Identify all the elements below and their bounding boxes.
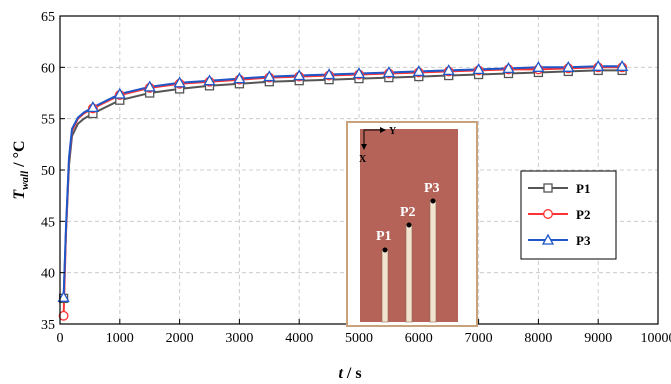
data-point-p3 [592, 59, 605, 71]
x-tick-label: 0 [57, 331, 64, 346]
y-tick-label: 40 [41, 267, 55, 282]
data-point-p3 [616, 59, 629, 71]
y-tick-label: 65 [41, 10, 55, 25]
inset-label-p2: P2 [400, 205, 416, 220]
x-tick-label: 8000 [524, 331, 552, 346]
data-point-p3 [562, 60, 575, 72]
legend-label-p1: P1 [576, 181, 590, 196]
data-point-p3 [113, 87, 126, 99]
data-point-p3 [173, 76, 186, 88]
legend-box [520, 170, 617, 260]
data-point-p3 [352, 67, 366, 79]
data-point-p3 [472, 63, 485, 75]
legend-marker-p2 [543, 209, 553, 219]
inset-slot-p3 [429, 200, 437, 323]
inset-axis-y-label: Y [389, 126, 397, 137]
legend: P1 P2 P3 [520, 170, 617, 260]
x-tick-label: 9000 [584, 331, 612, 346]
legend-label-p2: P2 [576, 207, 590, 222]
x-tick-label: 10000 [641, 331, 671, 346]
y-tick-label: 35 [41, 318, 55, 333]
inset-probe-p1 [382, 247, 388, 253]
inset-probe-p2 [406, 222, 412, 228]
legend-marker-p1 [543, 183, 553, 193]
data-point-p3 [143, 80, 156, 92]
inset-probe-p3 [430, 198, 436, 204]
data-point-p3 [203, 74, 216, 86]
x-tick-label: 5000 [345, 331, 373, 346]
x-tick-label: 1000 [106, 331, 134, 346]
inset-slot-p1 [381, 249, 389, 323]
x-tick-label: 6000 [405, 331, 433, 346]
data-point-p2 [58, 310, 69, 321]
x-tick-label: 2000 [166, 331, 194, 346]
data-point-p3 [322, 68, 336, 80]
data-point-p3 [442, 64, 455, 76]
data-point-p3 [57, 290, 70, 302]
data-point-p3 [502, 62, 515, 74]
data-point-p3 [86, 101, 99, 113]
y-tick-label: 60 [41, 61, 55, 76]
x-tick-label: 3000 [225, 331, 253, 346]
inset: P1 P2 P3 Y X [346, 121, 478, 327]
y-tick-label: 50 [41, 164, 55, 179]
inset-axis-x-arrowhead [361, 144, 367, 150]
x-tick-label: 4000 [285, 331, 313, 346]
y-axis-title: Twall / °C [11, 140, 31, 199]
data-point-p3 [382, 66, 396, 78]
data-point-p3 [233, 72, 246, 84]
inset-label-p3: P3 [424, 181, 440, 196]
legend-marker-p3 [541, 233, 555, 245]
inset-slot-p2 [405, 224, 413, 323]
data-point-p3 [532, 60, 545, 72]
x-ticks: 0 1000 2000 3000 4000 5000 6000 7000 8000 9000 100… [57, 319, 671, 346]
x-tick-label: 7000 [465, 331, 493, 346]
y-ticks: 35 40 45 50 55 60 65 [41, 10, 65, 333]
series-markers [57, 59, 629, 321]
inset-axis-y-arrowhead [380, 127, 386, 133]
data-point-p3 [293, 69, 306, 81]
inset-label-p1: P1 [376, 229, 392, 244]
data-point-p3 [263, 70, 276, 82]
inset-axis-x-label: X [359, 154, 367, 165]
x-axis-title: t / s [338, 365, 361, 382]
legend-label-p3: P3 [576, 233, 591, 248]
y-tick-label: 55 [41, 113, 55, 128]
y-tick-label: 45 [41, 215, 55, 230]
data-point-p3 [412, 65, 425, 77]
